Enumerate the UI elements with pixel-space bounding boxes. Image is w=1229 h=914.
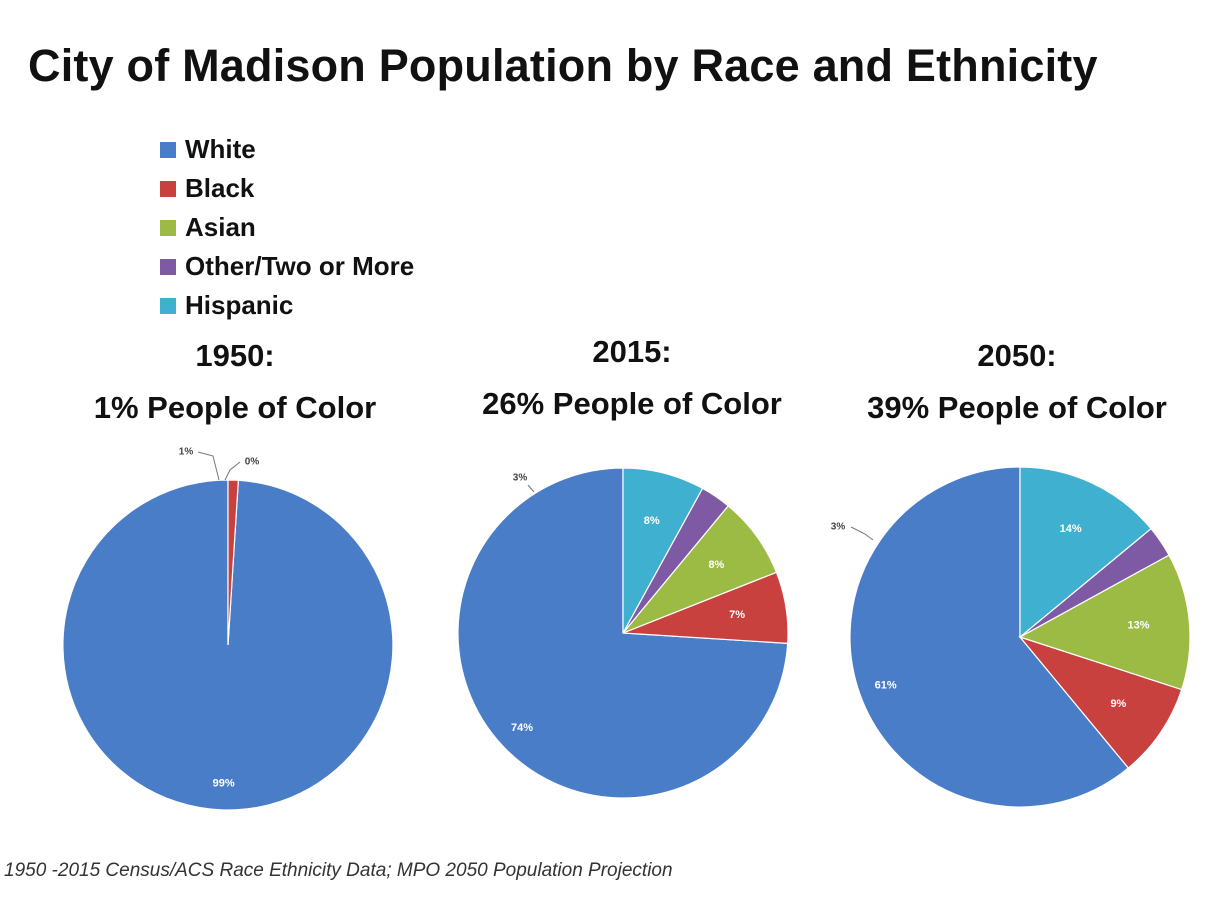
pie-2050-label-asian: 13% bbox=[1127, 620, 1149, 632]
pie-1950-leader-asian bbox=[224, 461, 241, 481]
pie-2015-subtitle: 26% People of Color bbox=[482, 386, 782, 421]
pie-chart-2015: 74% 7% 8% 3% 8% bbox=[457, 467, 789, 799]
pie-2050-slice-asian bbox=[1018, 554, 1191, 691]
pie-2015-label-hispanic: 8% bbox=[644, 515, 660, 527]
legend-label-white: White bbox=[185, 134, 256, 164]
pie-2015-label-other: 3% bbox=[513, 473, 528, 484]
pie-2050-slice-hispanic bbox=[1019, 466, 1152, 639]
legend-item-black: Black bbox=[160, 169, 414, 208]
pie-1950-leader-black bbox=[197, 451, 220, 481]
pie-1950-label-asian: 0% bbox=[245, 457, 260, 468]
pie-2015-label-black: 7% bbox=[729, 609, 745, 621]
pie-1950-label-white: 99% bbox=[213, 777, 235, 789]
legend-label-asian: Asian bbox=[185, 212, 256, 242]
legend-item-asian: Asian bbox=[160, 208, 414, 247]
pie-1950-subtitle: 1% People of Color bbox=[93, 390, 377, 425]
legend-item-white: White bbox=[160, 130, 414, 169]
pie-2050-header: 2050: 39% People of Color bbox=[832, 330, 1202, 434]
legend-item-hispanic: Hispanic bbox=[160, 286, 414, 325]
legend-item-other: Other/Two or More bbox=[160, 247, 414, 286]
pie-chart-1950: 99% 1% 0% bbox=[62, 447, 394, 811]
legend-label-other: Other/Two or More bbox=[185, 251, 415, 281]
pie-2015-label-white: 74% bbox=[511, 722, 533, 734]
pie-2050-label-other: 3% bbox=[831, 522, 846, 533]
pie-1950-slice-black bbox=[227, 479, 239, 646]
pie-1950-label-black: 1% bbox=[179, 447, 194, 458]
pie-2015-label-asian: 8% bbox=[708, 559, 724, 571]
pie-2050-leader-other bbox=[850, 526, 874, 541]
pie-2050-label-hispanic: 14% bbox=[1060, 523, 1082, 535]
pie-2050-title: 2050: bbox=[977, 338, 1057, 373]
legend-swatch-hispanic bbox=[160, 297, 176, 314]
pie-2015-leader-other bbox=[527, 484, 535, 493]
chart-title: City of Madison Population by Race and E… bbox=[28, 40, 1098, 91]
pie-2015-header: 2015: 26% People of Color bbox=[447, 326, 817, 430]
pie-2050-slice-white bbox=[849, 466, 1130, 808]
legend-label-hispanic: Hispanic bbox=[185, 290, 294, 320]
legend-swatch-asian bbox=[160, 219, 176, 236]
pie-2050-subtitle: 39% People of Color bbox=[867, 390, 1167, 425]
pie-chart-2050: 61% 9% 13% 3% 14% bbox=[831, 466, 1191, 808]
pie-2015-slice-hispanic bbox=[622, 467, 704, 634]
pie-2050-slice-black bbox=[1018, 635, 1183, 769]
legend-swatch-black bbox=[160, 180, 176, 197]
source-note: 1950 -2015 Census/ACS Race Ethnicity Dat… bbox=[4, 860, 673, 881]
legend: White Black Asian Other/Two or More Hisp… bbox=[160, 130, 414, 325]
legend-swatch-other bbox=[160, 258, 176, 275]
pie-1950-title: 1950: bbox=[195, 338, 275, 373]
pie-2015-title: 2015: bbox=[592, 334, 672, 369]
pie-1950-header: 1950: 1% People of Color bbox=[55, 330, 415, 434]
legend-label-black: Black bbox=[185, 173, 255, 203]
pie-2050-label-white: 61% bbox=[875, 679, 897, 691]
legend-swatch-white bbox=[160, 141, 176, 158]
pie-2050-label-black: 9% bbox=[1110, 698, 1126, 710]
